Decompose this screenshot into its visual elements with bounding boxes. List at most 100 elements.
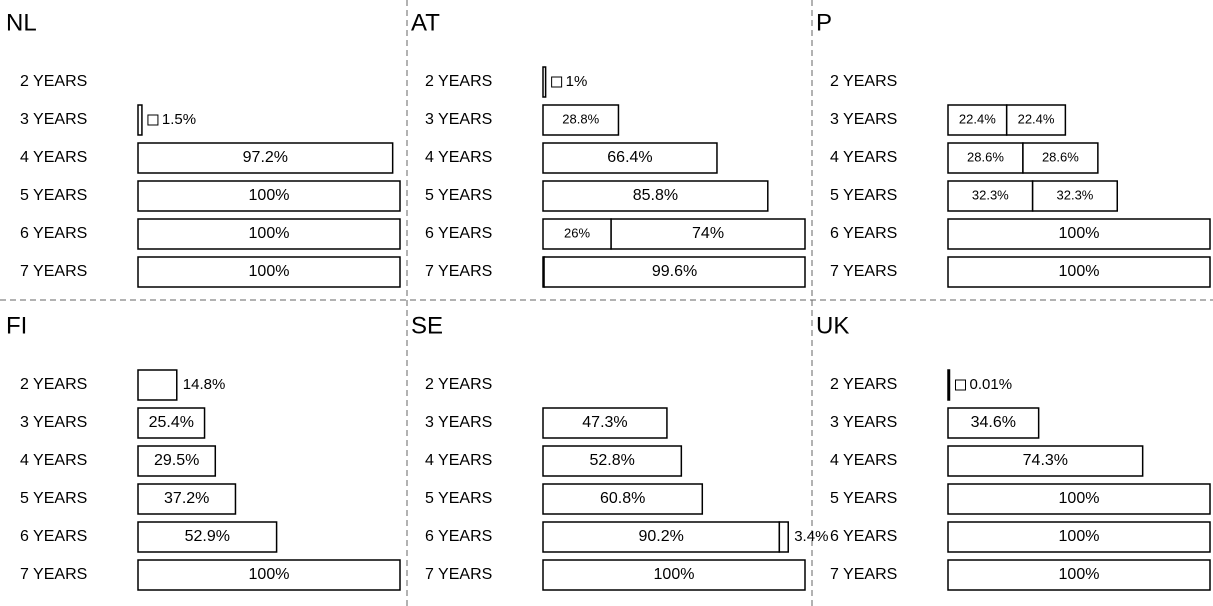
data-label: 99.6% xyxy=(652,263,697,280)
bar xyxy=(947,218,1211,250)
data-label: 47.3% xyxy=(582,414,627,431)
category-label: 2 YEARS xyxy=(20,73,87,90)
panel-title: SE xyxy=(411,312,443,339)
panel-title: P xyxy=(816,9,832,36)
category-label: 6 YEARS xyxy=(830,528,897,545)
category-label: 4 YEARS xyxy=(425,149,492,166)
data-label: 22.4% xyxy=(1018,111,1055,126)
data-label: 26% xyxy=(564,225,590,240)
category-label: 5 YEARS xyxy=(20,187,87,204)
data-label: 100% xyxy=(249,187,290,204)
data-label: 28.6% xyxy=(967,149,1004,164)
category-label: 4 YEARS xyxy=(830,452,897,469)
bar xyxy=(947,180,1034,212)
data-label: 25.4% xyxy=(149,414,194,431)
bar xyxy=(137,180,401,212)
data-label: 85.8% xyxy=(633,187,678,204)
category-label: 3 YEARS xyxy=(830,414,897,431)
data-label: 3.4% xyxy=(794,528,828,545)
bar xyxy=(542,407,668,439)
bar xyxy=(947,104,1008,136)
category-label: 2 YEARS xyxy=(20,376,87,393)
category-label: 4 YEARS xyxy=(20,452,87,469)
bar xyxy=(137,521,278,553)
data-label: 22.4% xyxy=(959,111,996,126)
data-label: 60.8% xyxy=(600,490,645,507)
data-label: 100% xyxy=(1059,225,1100,242)
bar xyxy=(137,369,178,401)
category-label: 3 YEARS xyxy=(425,414,492,431)
bar xyxy=(1022,142,1099,174)
bar xyxy=(542,559,806,591)
category-label: 7 YEARS xyxy=(20,566,87,583)
bar xyxy=(542,483,704,515)
category-label: 3 YEARS xyxy=(425,111,492,128)
data-label: 74% xyxy=(692,225,724,242)
category-label: 5 YEARS xyxy=(830,490,897,507)
data-label: 97.2% xyxy=(243,149,288,166)
data-label: 34.6% xyxy=(971,414,1016,431)
bar xyxy=(947,559,1211,591)
data-label: 28.6% xyxy=(1042,149,1079,164)
data-label: 37.2% xyxy=(164,490,209,507)
bar xyxy=(542,521,781,553)
category-label: 5 YEARS xyxy=(425,490,492,507)
category-label: 6 YEARS xyxy=(425,528,492,545)
data-label: 100% xyxy=(249,225,290,242)
bar xyxy=(778,521,789,553)
data-label: 28.8% xyxy=(562,111,599,126)
label-box xyxy=(551,76,563,88)
data-label: 100% xyxy=(1059,566,1100,583)
data-label: 1% xyxy=(566,73,588,90)
category-label: 5 YEARS xyxy=(20,490,87,507)
bar xyxy=(947,407,1040,439)
category-label: 6 YEARS xyxy=(425,225,492,242)
data-label: 100% xyxy=(1059,263,1100,280)
category-label: 7 YEARS xyxy=(425,566,492,583)
panel-title: NL xyxy=(6,9,37,36)
category-label: 6 YEARS xyxy=(20,225,87,242)
data-label: 66.4% xyxy=(607,149,652,166)
data-label: 52.9% xyxy=(185,528,230,545)
bar xyxy=(137,142,394,174)
bar xyxy=(542,180,769,212)
bar xyxy=(1005,104,1067,136)
data-label: 100% xyxy=(249,566,290,583)
data-label: 52.8% xyxy=(589,452,634,469)
data-label: 100% xyxy=(1059,528,1100,545)
bar xyxy=(137,407,206,439)
category-label: 6 YEARS xyxy=(830,225,897,242)
category-label: 4 YEARS xyxy=(425,452,492,469)
category-label: 7 YEARS xyxy=(830,263,897,280)
category-label: 5 YEARS xyxy=(425,187,492,204)
data-label: 100% xyxy=(249,263,290,280)
bar xyxy=(137,445,217,477)
bar xyxy=(542,445,683,477)
category-label: 4 YEARS xyxy=(20,149,87,166)
category-label: 7 YEARS xyxy=(830,566,897,583)
category-label: 4 YEARS xyxy=(830,149,897,166)
data-label: 74.3% xyxy=(1023,452,1068,469)
data-label: 29.5% xyxy=(154,452,199,469)
bar xyxy=(610,218,806,250)
category-label: 2 YEARS xyxy=(425,73,492,90)
category-label: 2 YEARS xyxy=(830,73,897,90)
data-label: 14.8% xyxy=(183,376,226,393)
label-box xyxy=(955,379,966,391)
data-label: 100% xyxy=(1059,490,1100,507)
data-label: 100% xyxy=(654,566,695,583)
bar xyxy=(947,369,951,401)
bar xyxy=(137,256,401,288)
data-label: 90.2% xyxy=(638,528,683,545)
bar xyxy=(947,483,1211,515)
bar xyxy=(137,104,143,136)
bar xyxy=(947,256,1211,288)
bar xyxy=(947,521,1211,553)
category-label: 6 YEARS xyxy=(20,528,87,545)
bar xyxy=(137,559,401,591)
bar xyxy=(1031,180,1119,212)
bar xyxy=(542,66,547,98)
panel-title: UK xyxy=(816,312,849,339)
category-label: 7 YEARS xyxy=(20,263,87,280)
